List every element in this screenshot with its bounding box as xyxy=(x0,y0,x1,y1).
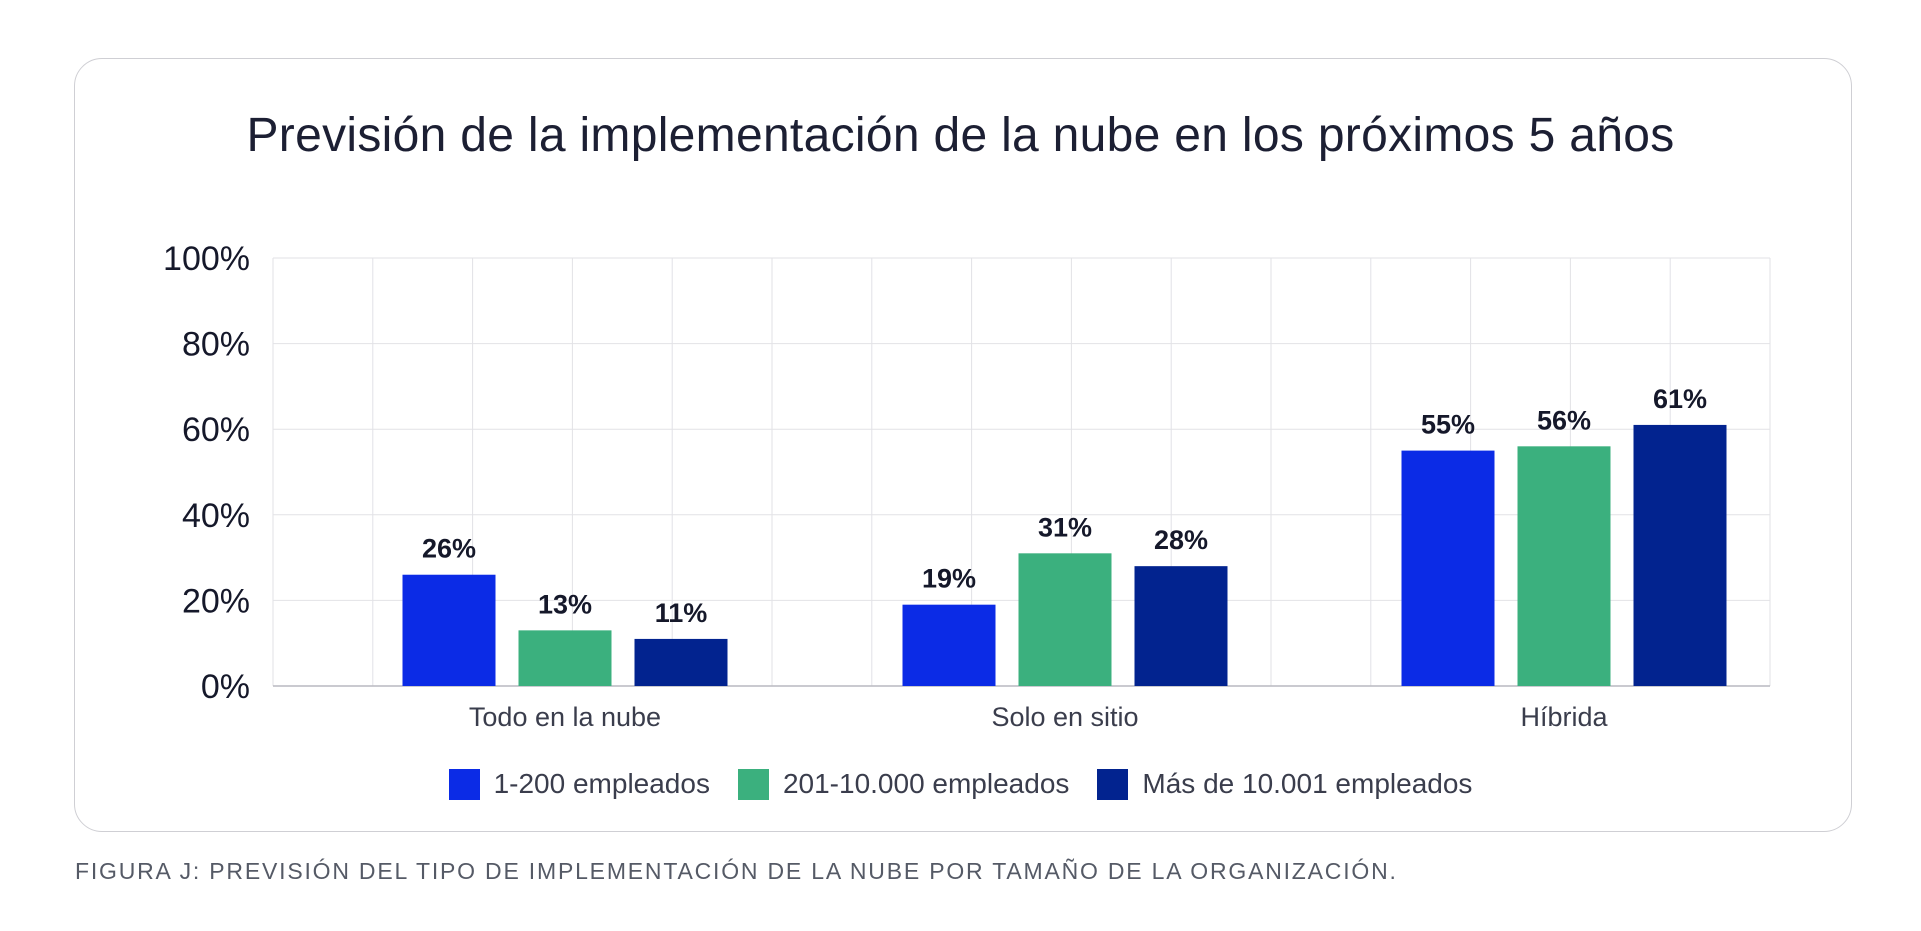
data-label: 61% xyxy=(1653,384,1707,414)
data-label: 55% xyxy=(1421,410,1475,440)
figure-caption: FIGURA J: PREVISIÓN DEL TIPO DE IMPLEMEN… xyxy=(75,858,1398,884)
y-tick-label: 40% xyxy=(182,497,250,535)
legend-label-series-3: Más de 10.001 empleados xyxy=(1142,768,1473,799)
data-label: 19% xyxy=(922,564,976,594)
data-label: 13% xyxy=(538,589,592,619)
legend-item-series-2: 201-10.000 empleados xyxy=(737,768,1070,800)
chart-title: Previsión de la implementación de la nub… xyxy=(246,109,1675,162)
chart-legend: 1-200 empleados 201-10.000 empleados Más… xyxy=(0,768,1921,800)
data-label: 11% xyxy=(655,598,708,628)
data-label: 31% xyxy=(1038,512,1092,542)
bar xyxy=(402,574,496,686)
bar xyxy=(1633,424,1727,686)
x-tick-label: Solo en sitio xyxy=(991,702,1138,732)
x-tick-label: Híbrida xyxy=(1520,702,1608,732)
bar xyxy=(634,638,728,686)
legend-item-series-3: Más de 10.001 empleados xyxy=(1097,768,1472,800)
legend-item-series-1: 1-200 empleados xyxy=(448,768,710,800)
legend-swatch-series-3 xyxy=(1097,768,1129,800)
legend-label-series-1: 1-200 empleados xyxy=(493,768,710,799)
chart-card xyxy=(74,58,1852,832)
legend-label-series-2: 201-10.000 empleados xyxy=(782,768,1070,799)
x-tick-label: Todo en la nube xyxy=(469,702,661,732)
data-label: 28% xyxy=(1154,525,1208,555)
y-tick-label: 80% xyxy=(182,326,250,364)
bar xyxy=(518,630,612,686)
y-tick-label: 100% xyxy=(163,240,250,278)
legend-swatch-series-2 xyxy=(737,768,769,800)
legend-swatch-series-1 xyxy=(448,768,480,800)
bar xyxy=(1134,566,1228,686)
bar xyxy=(1401,450,1495,686)
bar xyxy=(1517,446,1611,686)
bar xyxy=(1018,553,1112,686)
data-label: 26% xyxy=(422,534,476,564)
bar xyxy=(902,604,996,686)
y-tick-label: 60% xyxy=(182,411,250,449)
y-tick-label: 20% xyxy=(182,582,250,620)
y-tick-label: 0% xyxy=(201,668,250,706)
data-label: 56% xyxy=(1537,405,1591,435)
